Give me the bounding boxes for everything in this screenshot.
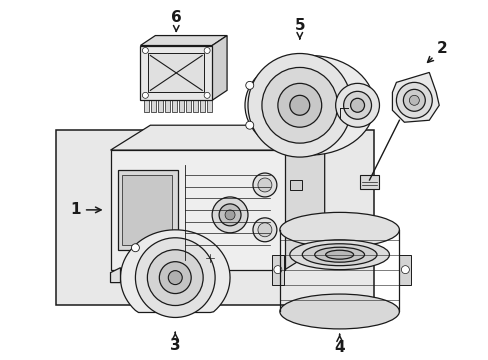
Bar: [193, 100, 198, 112]
Bar: [399, 255, 410, 285]
Circle shape: [335, 84, 379, 127]
Bar: [186, 100, 191, 112]
Bar: [122, 175, 172, 245]
Polygon shape: [110, 125, 324, 150]
Text: 2: 2: [427, 41, 447, 62]
Circle shape: [408, 95, 419, 105]
Circle shape: [258, 223, 271, 237]
Text: 4: 4: [334, 334, 344, 355]
Polygon shape: [140, 36, 226, 45]
Text: 3: 3: [170, 332, 180, 353]
Polygon shape: [110, 268, 120, 283]
Bar: [271, 255, 283, 285]
Circle shape: [401, 266, 408, 274]
Bar: [289, 180, 301, 190]
Polygon shape: [120, 230, 229, 312]
Ellipse shape: [289, 240, 388, 270]
Circle shape: [147, 250, 203, 306]
Circle shape: [273, 266, 281, 274]
Circle shape: [168, 271, 182, 285]
Circle shape: [224, 210, 235, 220]
Bar: [110, 150, 285, 270]
Ellipse shape: [314, 247, 364, 262]
Circle shape: [131, 244, 139, 252]
Circle shape: [135, 238, 215, 318]
Circle shape: [252, 218, 276, 242]
Circle shape: [403, 89, 425, 111]
Bar: [140, 45, 212, 100]
Circle shape: [159, 262, 191, 293]
Circle shape: [277, 84, 321, 127]
Circle shape: [142, 92, 148, 98]
Ellipse shape: [279, 212, 399, 247]
Circle shape: [212, 197, 247, 233]
Circle shape: [219, 204, 241, 226]
Bar: [207, 100, 212, 112]
Text: 1: 1: [70, 202, 101, 217]
Polygon shape: [212, 36, 226, 100]
Circle shape: [262, 67, 337, 143]
Bar: [148, 54, 203, 92]
Circle shape: [245, 121, 253, 129]
Bar: [359, 175, 379, 189]
Polygon shape: [392, 72, 438, 122]
Bar: [56, 130, 374, 305]
Circle shape: [258, 178, 271, 192]
Bar: [172, 100, 177, 112]
Ellipse shape: [279, 294, 399, 329]
Circle shape: [142, 48, 148, 54]
Circle shape: [350, 98, 364, 112]
Ellipse shape: [325, 250, 353, 259]
Ellipse shape: [244, 55, 374, 155]
Bar: [200, 100, 205, 112]
Bar: [151, 100, 156, 112]
Text: 5: 5: [294, 18, 305, 39]
Circle shape: [203, 251, 217, 265]
Bar: [118, 170, 178, 250]
Circle shape: [245, 81, 253, 89]
Bar: [179, 100, 184, 112]
Bar: [144, 100, 149, 112]
Circle shape: [289, 95, 309, 115]
Polygon shape: [285, 125, 324, 270]
Bar: [165, 100, 170, 112]
Circle shape: [203, 48, 210, 54]
Circle shape: [396, 82, 431, 118]
Bar: [158, 100, 163, 112]
Circle shape: [206, 254, 214, 262]
Circle shape: [203, 92, 210, 98]
Circle shape: [343, 91, 371, 119]
Circle shape: [247, 54, 351, 157]
Text: 6: 6: [170, 10, 181, 31]
Ellipse shape: [302, 244, 376, 266]
Circle shape: [252, 173, 276, 197]
